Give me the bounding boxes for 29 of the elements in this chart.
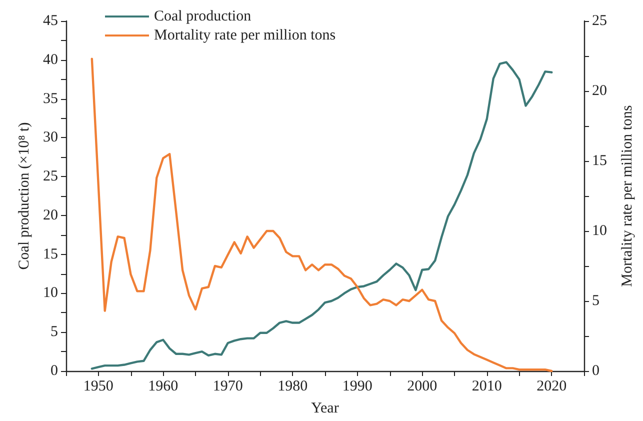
y-tick-label: 20 bbox=[43, 207, 58, 224]
y-tick-label: 5 bbox=[50, 324, 58, 340]
y2-tick-label: 10 bbox=[592, 223, 607, 239]
x-tick-label: 2000 bbox=[407, 378, 438, 394]
y2-tick-label: 25 bbox=[592, 13, 607, 29]
x-tick-label: 1980 bbox=[278, 378, 308, 394]
y-tick-label: 30 bbox=[43, 130, 58, 146]
x-tick-label: 1970 bbox=[212, 378, 243, 394]
legend-label: Mortality rate per million tons bbox=[154, 28, 336, 44]
x-tick-label: 2010 bbox=[472, 378, 502, 394]
y-tick-label: 15 bbox=[43, 246, 58, 262]
y-tick-label: 10 bbox=[43, 285, 58, 302]
x-axis-title: Year bbox=[311, 400, 339, 416]
y-tick-label: 35 bbox=[43, 90, 58, 107]
y2-axis-title: Mortality rate per million tons bbox=[620, 105, 636, 287]
x-tick-label: 1990 bbox=[342, 378, 372, 394]
y-tick-label: 45 bbox=[43, 13, 58, 29]
x-tick-label: 1950 bbox=[83, 378, 114, 394]
y-tick-label: 25 bbox=[43, 168, 58, 185]
x-tick-label: 2020 bbox=[536, 378, 567, 394]
y2-tick-label: 0 bbox=[592, 363, 600, 379]
y2-tick-label: 20 bbox=[592, 83, 607, 99]
y-tick-label: 40 bbox=[43, 52, 58, 68]
legend-label: Coal production bbox=[154, 8, 252, 24]
y-tick-label: 0 bbox=[50, 363, 58, 379]
x-tick-label: 1960 bbox=[148, 378, 178, 394]
y2-tick-label: 15 bbox=[592, 153, 607, 169]
y-axis-title: Coal production (×10⁸ t) bbox=[16, 122, 32, 270]
y2-tick-label: 5 bbox=[592, 293, 600, 309]
